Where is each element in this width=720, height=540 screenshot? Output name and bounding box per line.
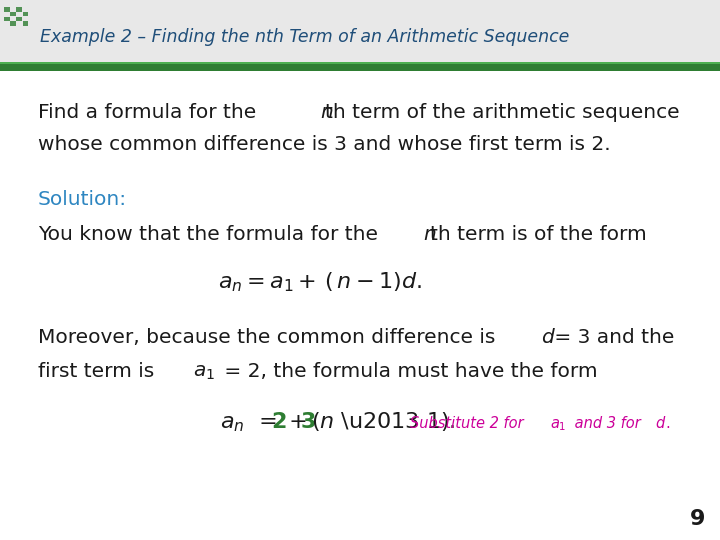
Text: You know that the formula for the: You know that the formula for the	[38, 225, 384, 244]
Text: ($n$ \u2013 1).: ($n$ \u2013 1).	[311, 410, 456, 433]
Text: whose common difference is 3 and whose first term is 2.: whose common difference is 3 and whose f…	[38, 135, 611, 154]
FancyBboxPatch shape	[4, 17, 9, 21]
FancyBboxPatch shape	[10, 12, 16, 17]
Text: .: .	[665, 416, 670, 431]
Text: $a_1$: $a_1$	[550, 417, 567, 433]
FancyBboxPatch shape	[22, 22, 28, 26]
Text: $a_n$: $a_n$	[220, 414, 244, 434]
Text: th term of the arithmetic sequence: th term of the arithmetic sequence	[325, 103, 680, 122]
Text: and 3 for: and 3 for	[570, 416, 645, 431]
Text: d: d	[541, 328, 554, 347]
Text: d: d	[655, 416, 665, 431]
Text: th term is of the form: th term is of the form	[430, 225, 647, 244]
FancyBboxPatch shape	[0, 0, 720, 62]
FancyBboxPatch shape	[0, 62, 720, 71]
Text: 2: 2	[271, 412, 287, 432]
Text: =: =	[252, 412, 285, 432]
Text: = 2, the formula must have the form: = 2, the formula must have the form	[218, 362, 598, 381]
Text: Find a formula for the: Find a formula for the	[38, 103, 263, 122]
Text: = 3 and the: = 3 and the	[548, 328, 675, 347]
FancyBboxPatch shape	[4, 7, 9, 12]
FancyBboxPatch shape	[10, 22, 16, 26]
Text: Substitute 2 for: Substitute 2 for	[410, 416, 528, 431]
Text: Moreover, because the common difference is: Moreover, because the common difference …	[38, 328, 502, 347]
Text: 9: 9	[690, 509, 705, 529]
Text: n: n	[320, 103, 333, 122]
FancyBboxPatch shape	[22, 12, 28, 17]
Text: +: +	[282, 412, 315, 432]
Text: Example 2 – Finding the nth Term of an Arithmetic Sequence: Example 2 – Finding the nth Term of an A…	[40, 28, 570, 46]
FancyBboxPatch shape	[17, 17, 22, 21]
Text: first term is: first term is	[38, 362, 161, 381]
FancyBboxPatch shape	[17, 7, 22, 12]
Text: 3: 3	[301, 412, 316, 432]
Text: $a_1$: $a_1$	[193, 363, 215, 382]
Text: $a_n = a_1 + \,(\, n - 1)d.$: $a_n = a_1 + \,(\, n - 1)d.$	[218, 270, 422, 294]
Text: Solution:: Solution:	[38, 190, 127, 209]
FancyBboxPatch shape	[0, 62, 720, 64]
Text: n: n	[423, 225, 436, 244]
